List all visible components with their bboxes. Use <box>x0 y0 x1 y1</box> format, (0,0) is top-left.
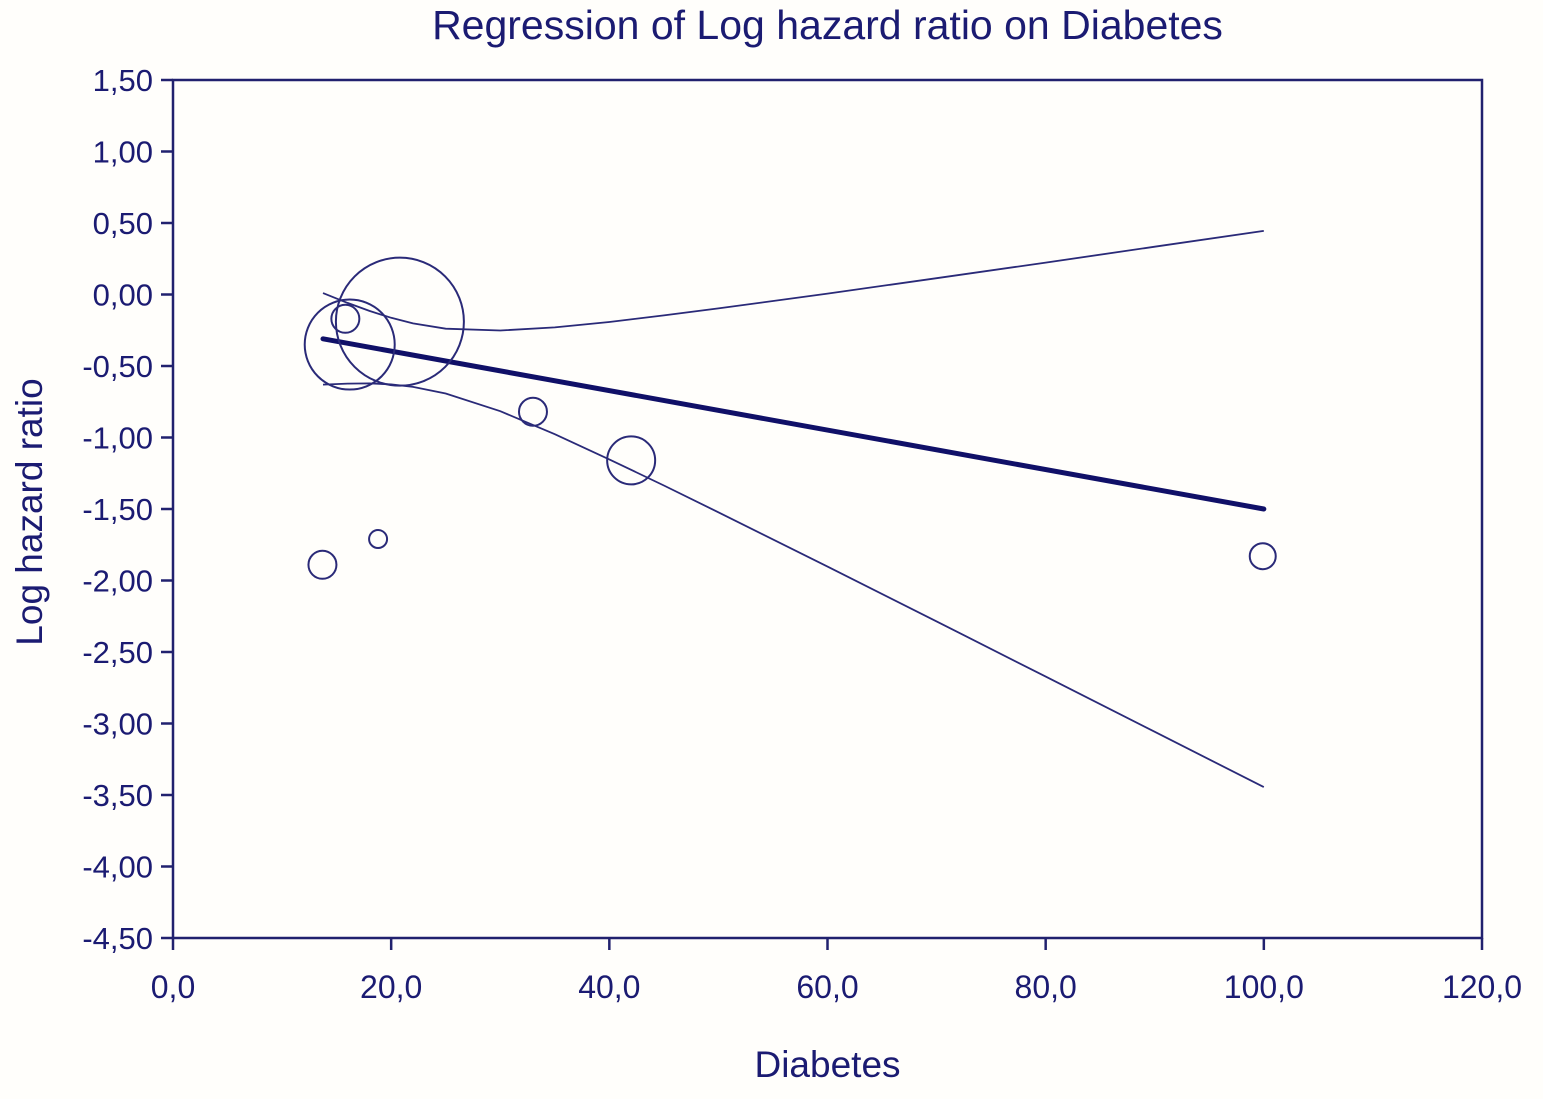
x-tick-label: 60,0 <box>796 969 858 1005</box>
y-tick-label: 0,00 <box>93 278 153 313</box>
x-tick-label: 0,0 <box>151 969 195 1005</box>
study-bubble <box>1248 542 1277 571</box>
x-tick-label: 20,0 <box>360 969 422 1005</box>
plot-frame <box>171 78 1484 940</box>
study-bubble <box>517 396 548 427</box>
study-bubble <box>330 303 361 334</box>
x-axis-title: Diabetes <box>754 1044 901 1085</box>
regression-line <box>320 336 1267 512</box>
x-tick-label: 120,0 <box>1442 969 1522 1005</box>
y-tick-label: 1,00 <box>93 135 153 170</box>
chart-title: Regression of Log hazard ratio on Diabet… <box>432 2 1223 48</box>
y-tick-label: -3,50 <box>82 778 153 813</box>
ci-upper-curve <box>322 230 1264 332</box>
study-bubble <box>303 298 396 391</box>
y-tick-label: -2,00 <box>82 564 153 599</box>
y-tick-label: -0,50 <box>82 349 153 384</box>
y-tick-label: -1,50 <box>82 492 153 527</box>
y-tick-label: -1,00 <box>82 421 153 456</box>
x-tick-label: 40,0 <box>578 969 640 1005</box>
study-bubble <box>606 435 657 486</box>
y-tick-label: 1,50 <box>93 63 153 98</box>
y-tick-label: -4,00 <box>82 850 153 885</box>
x-tick-label: 100,0 <box>1224 969 1304 1005</box>
y-tick-label: -2,50 <box>82 635 153 670</box>
y-tick-label: 0,50 <box>93 206 153 241</box>
study-bubble <box>307 549 338 580</box>
ci-lower-curve <box>322 382 1265 788</box>
study-bubble <box>334 256 465 387</box>
y-tick-label: -3,00 <box>82 707 153 742</box>
y-tick-label: -4,50 <box>82 921 153 956</box>
study-bubble <box>368 529 389 550</box>
y-axis-title: Log hazard ratio <box>9 378 50 646</box>
x-tick-label: 80,0 <box>1015 969 1077 1005</box>
